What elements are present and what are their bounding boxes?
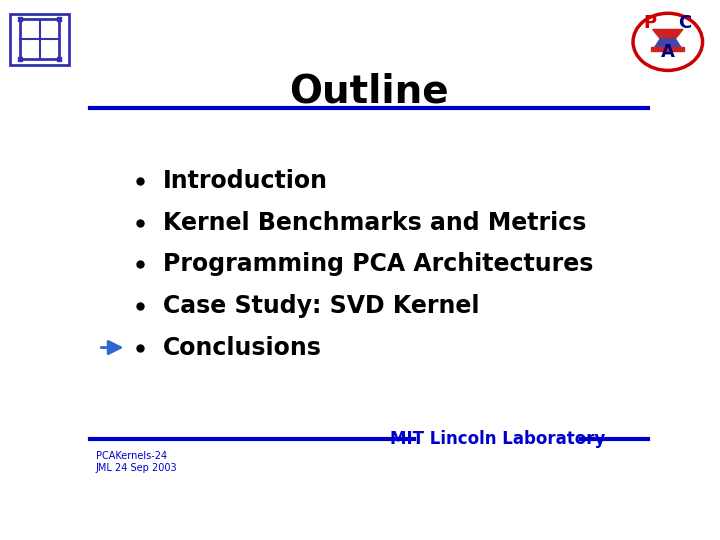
Bar	[20, 19, 59, 59]
Text: Programming PCA Architectures: Programming PCA Architectures	[163, 252, 593, 276]
Text: A: A	[661, 43, 675, 62]
Text: P: P	[644, 14, 657, 32]
Text: Case Study: SVD Kernel: Case Study: SVD Kernel	[163, 294, 479, 318]
Text: PCAKernels-24
JML 24 Sep 2003: PCAKernels-24 JML 24 Sep 2003	[96, 451, 177, 473]
Circle shape	[633, 14, 703, 70]
Polygon shape	[653, 29, 683, 39]
Bar	[651, 47, 685, 51]
Text: Conclusions: Conclusions	[163, 335, 321, 360]
Polygon shape	[654, 39, 681, 48]
Text: Outline: Outline	[289, 73, 449, 111]
Text: MIT Lincoln Laboratory: MIT Lincoln Laboratory	[390, 430, 605, 448]
Text: Kernel Benchmarks and Metrics: Kernel Benchmarks and Metrics	[163, 211, 586, 235]
Text: Introduction: Introduction	[163, 169, 328, 193]
Text: C: C	[678, 14, 692, 32]
